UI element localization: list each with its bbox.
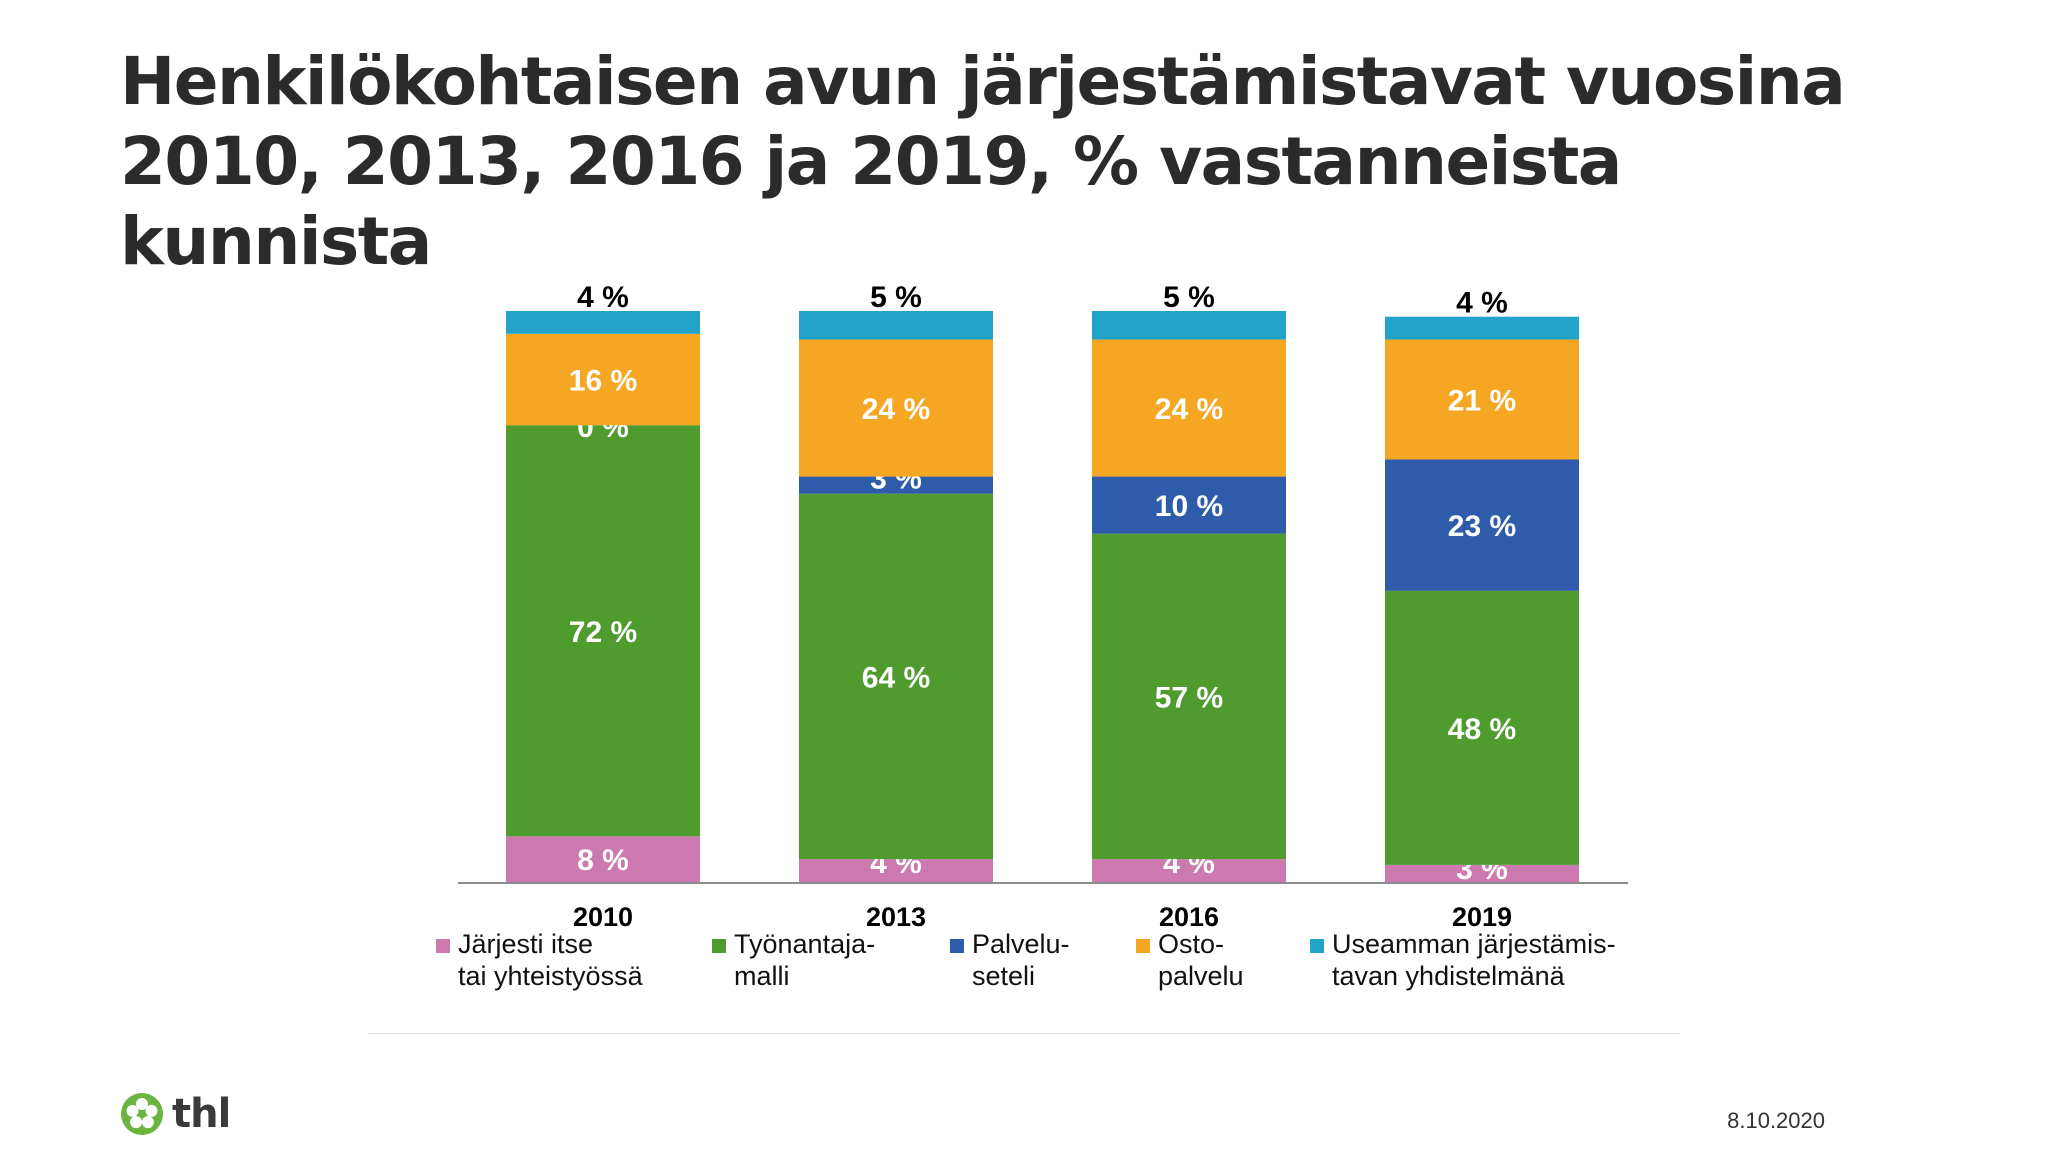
flower-icon	[121, 1093, 163, 1135]
bar-segment-2010-2	[506, 425, 700, 837]
bar-segment-2016-1	[1092, 859, 1286, 882]
data-label-2010-5: 4 %	[577, 281, 629, 314]
data-label-2019-3: 23 %	[1448, 510, 1516, 543]
bar-segment-2019-5	[1385, 316, 1579, 340]
bar-segment-2013-5	[799, 311, 993, 340]
bar-segment-2013-1	[799, 859, 993, 882]
bar-segment-2013-2	[799, 493, 993, 860]
bar-segment-2013-4	[799, 339, 993, 477]
legend-item-5: Useamman järjestämis- tavan yhdistelmänä	[1310, 928, 1616, 992]
bar-segment-2019-4	[1385, 339, 1579, 460]
data-label-2016-4: 24 %	[1155, 393, 1223, 426]
bar-segment-2019-2	[1385, 590, 1579, 865]
legend-item-4: Osto- palvelu	[1136, 928, 1244, 992]
data-label-2019-5: 4 %	[1456, 287, 1508, 320]
data-label-2019-4: 21 %	[1448, 385, 1516, 418]
x-tick-label-2016: 2016	[1159, 902, 1219, 932]
data-label-2010-1: 8 %	[577, 844, 629, 877]
data-label-2016-2: 57 %	[1155, 681, 1223, 714]
x-tick-label-2019: 2019	[1452, 902, 1512, 932]
data-label-2019-2: 48 %	[1448, 713, 1516, 746]
bar-segment-2019-3	[1385, 459, 1579, 591]
legend-swatch	[1136, 939, 1150, 953]
slide-date: 8.10.2020	[1727, 1108, 1825, 1133]
legend-item-2: Työnantaja- malli	[712, 928, 875, 992]
legend-swatch	[436, 939, 450, 953]
legend-item-3: Palvelu- seteli	[950, 928, 1070, 992]
data-label-2016-3: 10 %	[1155, 490, 1223, 523]
data-label-2013-5: 5 %	[870, 281, 922, 314]
legend-label: Palvelu- seteli	[972, 929, 1070, 991]
divider-line	[368, 1033, 1680, 1034]
legend-label: Osto- palvelu	[1158, 929, 1244, 991]
legend-label: Useamman järjestämis- tavan yhdistelmänä	[1332, 929, 1616, 991]
data-label-2010-2: 72 %	[569, 616, 637, 649]
bar-segment-2010-5	[506, 311, 700, 334]
bar-segment-2010-4	[506, 333, 700, 426]
x-tick-label-2013: 2013	[866, 902, 926, 932]
slide-title: Henkilökohtaisen avun järjestämistavat v…	[120, 43, 1846, 280]
legend-label: Järjesti itse tai yhteistyössä	[458, 929, 643, 991]
legend-swatch	[712, 939, 726, 953]
bar-segment-2016-5	[1092, 311, 1286, 340]
bar-segment-2013-3	[799, 476, 993, 494]
legend-swatch	[1310, 939, 1324, 953]
x-tick-label-2010: 2010	[573, 902, 633, 932]
legend-swatch	[950, 939, 964, 953]
bar-segment-2019-1	[1385, 864, 1579, 882]
data-label-2013-4: 24 %	[862, 393, 930, 426]
bar-segment-2016-3	[1092, 476, 1286, 534]
bar-segment-2010-1	[506, 836, 700, 882]
logo-text: thl	[172, 1091, 231, 1137]
legend-item-1: Järjesti itse tai yhteistyössä	[436, 928, 643, 992]
data-label-2010-4: 16 %	[569, 365, 637, 398]
data-label-2013-2: 64 %	[862, 661, 930, 694]
bar-segment-2016-4	[1092, 339, 1286, 477]
chart-legend: Järjesti itse tai yhteistyössä Työnantaja…	[0, 928, 2048, 1008]
bar-segment-2016-2	[1092, 533, 1286, 860]
legend-label: Työnantaja- malli	[734, 929, 876, 991]
thl-logo: thl	[120, 1091, 231, 1137]
data-label-2016-5: 5 %	[1163, 281, 1215, 314]
